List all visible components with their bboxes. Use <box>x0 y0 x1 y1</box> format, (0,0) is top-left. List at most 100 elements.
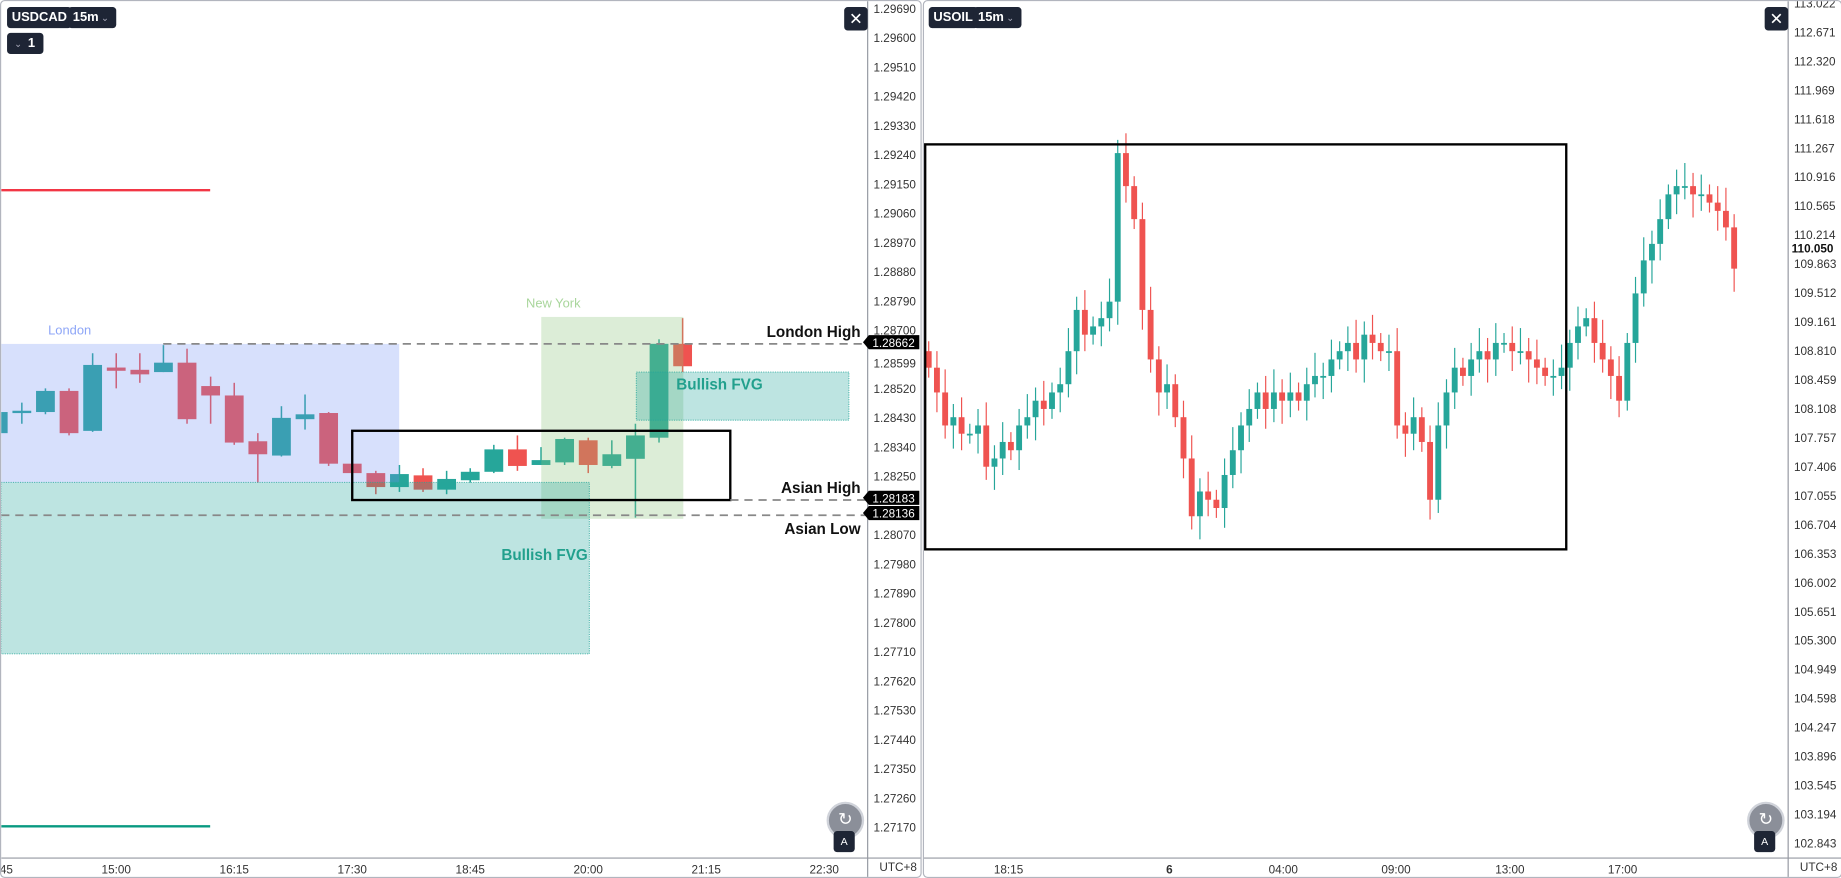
candle-bearish <box>1706 194 1713 203</box>
price-axis-label: 110.565 <box>1794 200 1836 213</box>
candle-bullish <box>1312 375 1318 385</box>
candle-bearish <box>1402 425 1409 434</box>
candle-bullish <box>1320 375 1327 378</box>
symbol-button[interactable]: USOIL <box>928 7 978 29</box>
price-axis-label: 1.29510 <box>874 61 917 74</box>
candle-bearish <box>319 413 339 464</box>
price-axis-label: 110.916 <box>1794 171 1836 184</box>
candle-bullish <box>1673 186 1680 195</box>
candle-bearish <box>1180 417 1187 459</box>
candle-bearish <box>366 473 386 488</box>
symbol-button[interactable]: USDCAD <box>7 7 72 29</box>
auto-scale-button[interactable]: A <box>833 831 855 853</box>
price-axis-label: 1.28430 <box>874 412 917 425</box>
candle-bearish <box>1394 351 1401 426</box>
candle-bearish <box>1542 367 1549 376</box>
candle-bearish <box>1131 186 1138 220</box>
candle-bullish <box>1270 392 1277 409</box>
time-axis-label: 17:30 <box>338 863 368 876</box>
bullish-fvg-box <box>1 481 590 655</box>
price-axis-label: 107.757 <box>1794 432 1836 445</box>
price-axis-label: 103.896 <box>1794 751 1836 764</box>
london-session-label: London <box>48 323 91 338</box>
auto-scale-button[interactable]: A <box>1754 831 1776 853</box>
usoil-chart-panel[interactable]: 113.022 112.671 112.320 111.969 111.618 111.2… <box>922 0 1841 878</box>
price-axis-label: 103.545 <box>1794 780 1837 793</box>
candle-bearish <box>1155 359 1162 393</box>
indicators-toggle[interactable]: ⌄ 1 <box>7 32 44 54</box>
time-axis-label: 04:00 <box>1269 863 1299 876</box>
candle-bullish <box>1065 351 1072 385</box>
price-axis-label: 106.704 <box>1794 519 1837 532</box>
candle-bullish <box>1287 392 1294 401</box>
candle-bearish <box>933 367 940 393</box>
price-axis-label: 110.214 <box>1794 229 1836 242</box>
candle-bearish <box>1295 392 1302 401</box>
candle-bullish <box>1049 392 1055 409</box>
price-axis-label: 109.161 <box>1794 316 1836 329</box>
candle-bearish <box>106 367 126 371</box>
price-tag <box>862 506 920 521</box>
candle-bearish <box>578 440 598 465</box>
candle-bullish <box>1468 359 1475 376</box>
timezone-label[interactable]: UTC+8 <box>879 861 917 875</box>
close-chart-button[interactable]: ✕ <box>1764 7 1789 31</box>
bullish-fvg-box <box>635 371 850 421</box>
candle-bullish <box>1476 351 1483 360</box>
candle-bearish <box>1007 441 1014 451</box>
price-axis-label: 112.320 <box>1794 55 1836 68</box>
candle-bearish <box>177 362 197 420</box>
candle-bullish <box>1435 425 1442 500</box>
asian-high-label: Asian High <box>781 480 861 497</box>
price-axis-label: 1.27170 <box>874 821 917 834</box>
timezone-label[interactable]: UTC+8 <box>1799 861 1838 875</box>
price-axis-label: 1.28790 <box>874 295 917 308</box>
candle-bullish <box>555 438 575 463</box>
candle-bullish <box>12 410 32 414</box>
price-axis-label: 1.28599 <box>874 357 916 370</box>
usoil-chart-canvas[interactable]: 113.022 112.671 112.320 111.969 111.618 111.2… <box>924 1 1841 878</box>
candle-bullish <box>626 435 645 459</box>
price-axis-label: 109.863 <box>1794 258 1836 271</box>
price-axis-label: 108.810 <box>1794 345 1837 358</box>
usdcad-chart-canvas[interactable]: London New York Bullish FVG Bullish FVG Lond… <box>1 1 921 878</box>
candle-bullish <box>1254 392 1261 409</box>
price-axis-label: 1.27260 <box>874 792 917 805</box>
candle-bullish <box>1328 359 1335 376</box>
candle-bearish <box>1599 342 1606 360</box>
candle-bearish <box>1377 342 1384 352</box>
candle-bullish <box>1114 153 1121 302</box>
candle-bearish <box>224 395 244 443</box>
interval-button[interactable]: 15m ⌄ <box>68 7 116 29</box>
candle-bearish <box>1722 210 1729 228</box>
interval-button[interactable]: 15m ⌄ <box>973 7 1022 29</box>
price-axis-label: 1.28970 <box>874 237 917 250</box>
price-axis-label: 105.300 <box>1794 635 1837 648</box>
close-icon: ✕ <box>1769 9 1784 29</box>
candle-bullish <box>1 412 8 434</box>
price-axis-label: 107.406 <box>1794 461 1836 474</box>
current-price-label: 110.050 <box>1792 243 1834 256</box>
price-axis-label: 1.29060 <box>874 208 917 221</box>
auto-scale-icon: A <box>1761 835 1769 848</box>
candle-bullish <box>1451 367 1458 393</box>
price-axis-label: 1.27980 <box>874 558 917 571</box>
candle-bullish <box>1336 351 1343 360</box>
close-chart-button[interactable]: ✕ <box>844 7 868 31</box>
candle-bullish <box>154 362 173 373</box>
candle-bearish <box>1690 186 1696 195</box>
price-axis-label: 1.27710 <box>874 646 917 659</box>
price-axis-label: 102.843 <box>1794 838 1836 851</box>
usdcad-chart-panel[interactable]: London New York Bullish FVG Bullish FVG Lond… <box>0 0 922 878</box>
close-icon: ✕ <box>849 9 863 29</box>
candle-bullish <box>1501 342 1507 345</box>
price-axis-label: 1.29690 <box>874 3 917 16</box>
interval-label: 15m <box>978 10 1004 25</box>
price-axis-label: 104.949 <box>1794 664 1836 677</box>
price-axis-label: 1.27800 <box>874 617 917 630</box>
price-axis-label: 108.108 <box>1794 403 1837 416</box>
candle-bullish <box>1386 351 1392 353</box>
candle-bearish <box>248 441 268 455</box>
price-axis-label: 1.27890 <box>874 588 917 601</box>
candle-bullish <box>1303 384 1310 401</box>
